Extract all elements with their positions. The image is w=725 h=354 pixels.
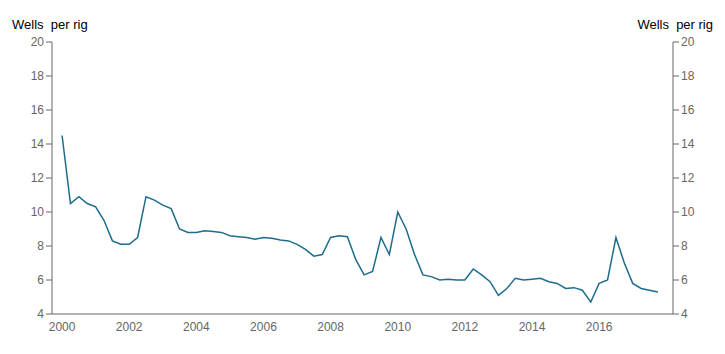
svg-text:2004: 2004 — [183, 320, 210, 334]
svg-text:6: 6 — [37, 273, 44, 287]
svg-text:18: 18 — [681, 69, 695, 83]
svg-text:2014: 2014 — [519, 320, 546, 334]
svg-text:10: 10 — [681, 205, 695, 219]
svg-text:16: 16 — [681, 103, 695, 117]
svg-text:2016: 2016 — [586, 320, 613, 334]
svg-text:12: 12 — [31, 171, 45, 185]
svg-text:2000: 2000 — [49, 320, 76, 334]
svg-text:2008: 2008 — [317, 320, 344, 334]
svg-text:16: 16 — [31, 103, 45, 117]
svg-text:2006: 2006 — [250, 320, 277, 334]
svg-text:2002: 2002 — [116, 320, 143, 334]
svg-text:6: 6 — [681, 273, 688, 287]
svg-text:20: 20 — [31, 35, 45, 49]
svg-text:12: 12 — [681, 171, 695, 185]
svg-text:2010: 2010 — [384, 320, 411, 334]
svg-text:8: 8 — [37, 239, 44, 253]
svg-text:18: 18 — [31, 69, 45, 83]
svg-text:8: 8 — [681, 239, 688, 253]
html-text:Wells per rig: Wells per rig — [637, 17, 713, 32]
svg-text:2012: 2012 — [452, 320, 479, 334]
svg-text:10: 10 — [31, 205, 45, 219]
html-text:Wells per rig: Wells per rig — [12, 17, 88, 32]
svg-text:14: 14 — [31, 137, 45, 151]
svg-text:4: 4 — [681, 307, 688, 321]
svg-text:20: 20 — [681, 35, 695, 49]
svg-text:14: 14 — [681, 137, 695, 151]
svg-text:4: 4 — [37, 307, 44, 321]
